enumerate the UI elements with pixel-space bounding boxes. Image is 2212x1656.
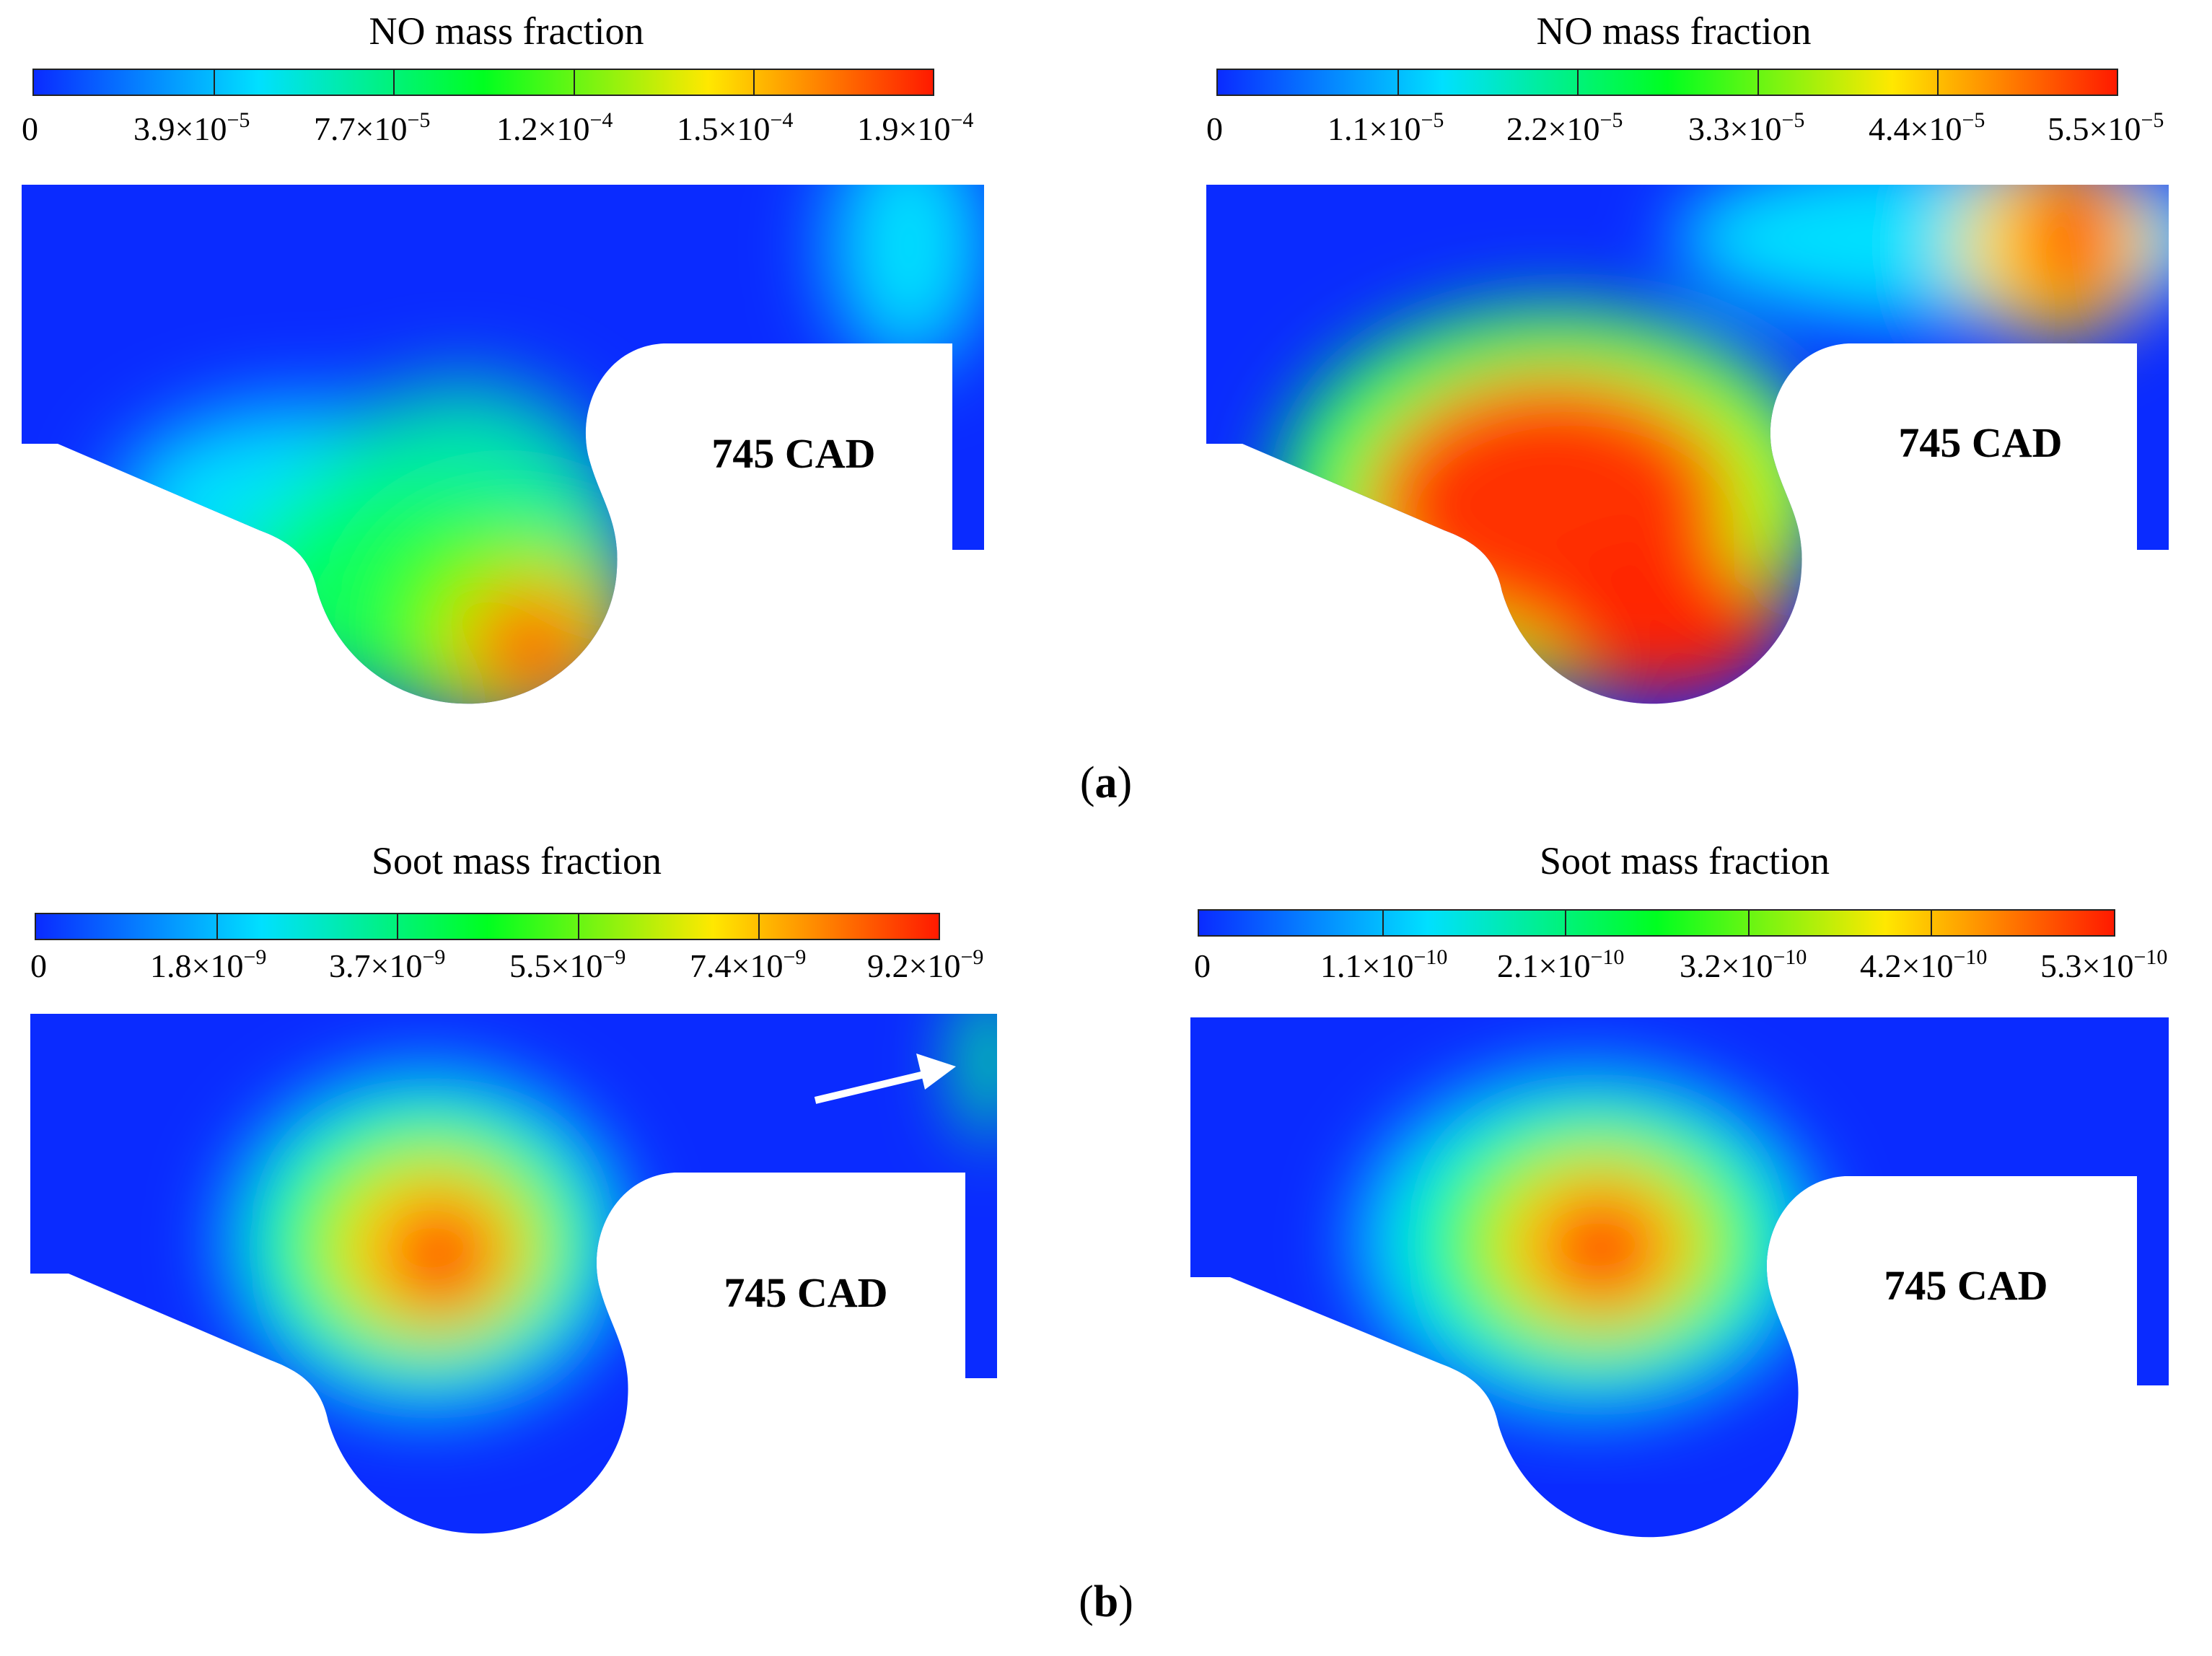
tick-label: 1.9×10−4 [857,108,974,147]
tick-label: 3.2×10−10 [1680,945,1807,984]
tick-label: 1.2×10−4 [496,108,613,147]
arrow-icon [814,1053,956,1104]
colorbar-title: Soot mass fraction [372,839,662,882]
tick-label: 4.2×10−10 [1860,945,1988,984]
tick-label: 1.1×10−10 [1320,945,1448,984]
tick-label: 0 [1206,110,1223,147]
tick-label: 2.2×10−5 [1506,108,1623,147]
tick-label: 3.9×10−5 [133,108,250,147]
tick-label: 0 [22,110,38,147]
cad-label: 745 CAD [711,430,876,477]
tick-label: 1.1×10−5 [1327,108,1444,147]
colorbar [35,913,940,940]
tick-label: 5.5×10−5 [2048,108,2164,147]
tick-label: 3.7×10−9 [329,945,446,984]
subfigure-label-a: (a) [1079,758,1133,807]
colorbar [32,69,934,96]
tick-label: 2.1×10−10 [1497,945,1625,984]
colorbar-title: NO mass fraction [1536,9,1812,53]
tick-label: 7.4×10−9 [690,945,807,984]
tick-label: 5.5×10−9 [509,945,626,984]
colorbar [1198,909,2115,937]
colorbar-title: Soot mass fraction [1540,839,1830,882]
tick-label: 0 [30,947,47,984]
tick-label: 9.2×10−9 [867,945,984,984]
tick-label: 5.3×10−10 [2040,945,2168,984]
cad-label: 745 CAD [1884,1262,2048,1309]
tick-label: 1.8×10−9 [150,945,267,984]
tick-label: 0 [1194,947,1211,984]
tick-label: 1.5×10−4 [677,108,794,147]
tick-label: 7.7×10−5 [314,108,431,147]
cad-label: 745 CAD [1898,419,2063,466]
colorbar-title: NO mass fraction [369,9,644,53]
tick-label: 3.3×10−5 [1688,108,1805,147]
cad-label: 745 CAD [724,1269,888,1316]
tick-label: 4.4×10−5 [1869,108,1985,147]
colorbar [1216,69,2118,96]
subfigure-label-b: (b) [1079,1577,1133,1626]
